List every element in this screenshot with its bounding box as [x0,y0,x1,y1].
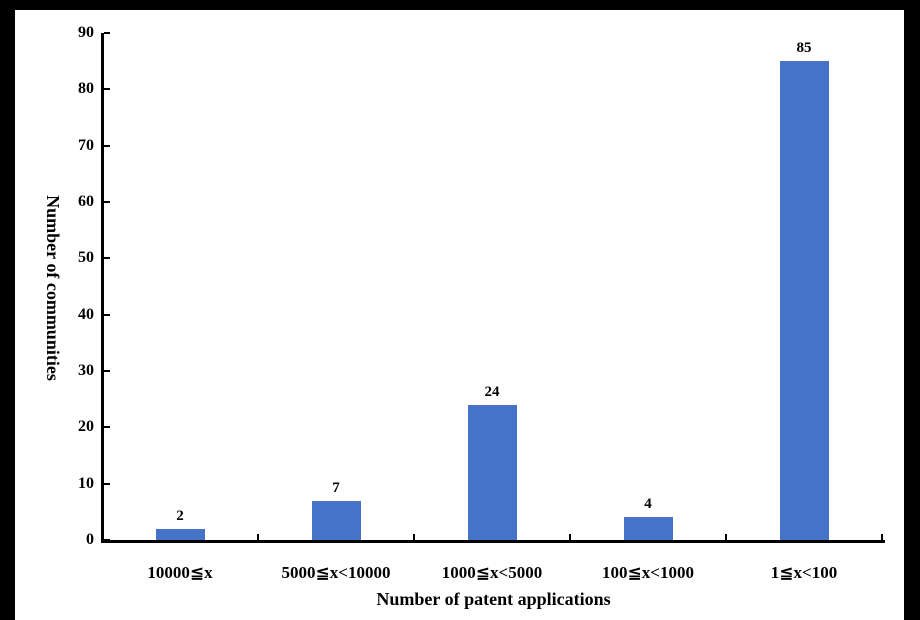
y-tick-label: 40 [78,305,94,323]
x-tick [257,534,259,540]
y-tick [104,426,110,429]
y-tick [104,313,110,316]
y-tick [104,482,110,485]
x-tick [569,534,571,540]
bar-value-label: 85 [796,40,812,57]
bar [467,404,517,540]
y-axis-line [101,33,104,543]
x-axis-title: Number of patent applications [376,589,611,609]
y-tick-label: 80 [78,80,94,98]
x-category-label: 1≦x<100 [770,563,838,582]
frame-band-right [904,0,920,620]
y-tick-label: 20 [78,418,94,436]
y-tick [104,539,110,541]
y-tick-label: 60 [78,193,94,210]
y-axis-title: Number of communities [43,195,63,381]
bar [155,528,205,540]
x-tick [881,534,883,540]
bar [779,61,829,540]
y-tick-label: 0 [86,531,94,548]
y-tick [104,88,110,91]
x-category-label: 10000≦x [147,563,213,582]
x-axis-line [101,540,885,543]
x-tick [725,534,727,540]
bar [311,500,361,540]
y-tick [104,370,110,372]
y-tick [104,32,110,34]
y-tick [104,201,110,203]
y-tick-label: 90 [78,24,94,41]
bar [623,517,673,540]
bar-value-label: 7 [332,479,340,496]
bar-value-label: 24 [484,383,500,400]
frame-band-top [0,0,920,10]
x-category-label: 1000≦x<5000 [441,563,543,582]
x-category-label: 100≦x<1000 [602,563,694,582]
y-tick [104,257,110,260]
bar-value-label: 2 [176,507,184,524]
frame-band-left [0,0,15,620]
y-tick-label: 10 [78,474,94,492]
x-category-label: 5000≦x<10000 [281,563,391,582]
x-tick [413,534,415,540]
y-tick [104,144,110,147]
y-tick-label: 70 [78,136,94,154]
bar-value-label: 4 [644,496,652,513]
y-tick-label: 50 [78,249,94,267]
y-tick-label: 30 [78,362,94,379]
